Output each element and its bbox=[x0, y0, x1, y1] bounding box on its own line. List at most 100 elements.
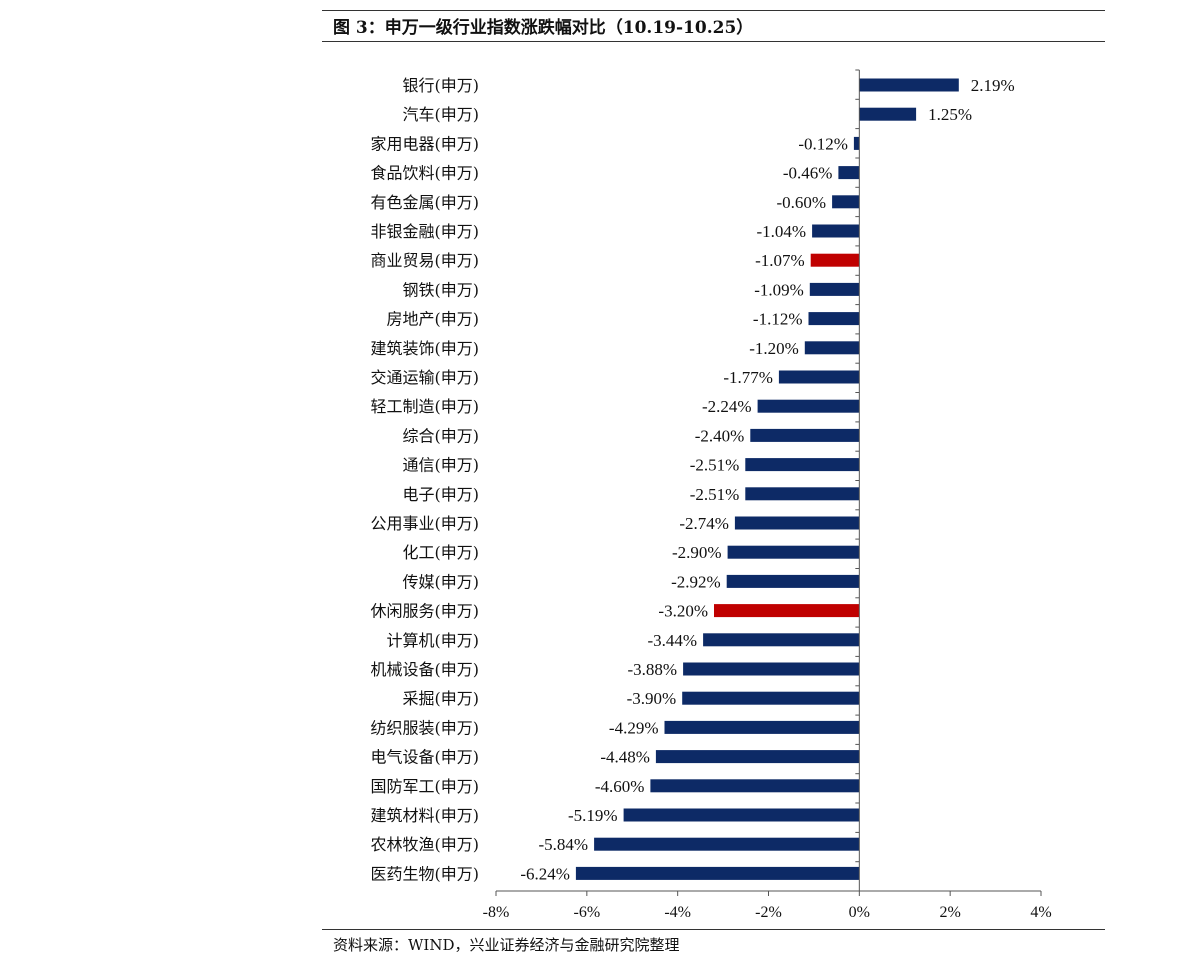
x-tick-label: 0% bbox=[849, 904, 870, 921]
category-label: 建筑装饰(申万) bbox=[371, 339, 480, 358]
category-label: 轻工制造(申万) bbox=[371, 397, 480, 416]
bar-22 bbox=[664, 720, 860, 734]
data-label: -4.60% bbox=[595, 777, 645, 796]
x-tick-label: 2% bbox=[940, 904, 961, 921]
data-label: -5.84% bbox=[539, 835, 589, 854]
category-label: 非银金融(申万) bbox=[371, 222, 480, 241]
category-label: 钢铁(申万) bbox=[403, 280, 480, 299]
data-label: -2.90% bbox=[672, 543, 722, 562]
data-label: -1.12% bbox=[753, 310, 803, 329]
bar-5 bbox=[812, 224, 860, 238]
data-label: -1.20% bbox=[749, 339, 799, 358]
category-label: 采掘(申万) bbox=[403, 689, 480, 708]
category-label: 通信(申万) bbox=[403, 456, 480, 475]
bar-8 bbox=[808, 312, 860, 326]
data-label: -6.24% bbox=[520, 864, 570, 883]
bar-12 bbox=[750, 428, 860, 442]
bar-15 bbox=[734, 516, 860, 530]
category-label: 纺织服装(申万) bbox=[371, 718, 480, 737]
category-label: 交通运输(申万) bbox=[371, 368, 480, 387]
category-label: 传媒(申万) bbox=[403, 572, 480, 591]
data-label: -2.92% bbox=[671, 572, 721, 591]
bar-24 bbox=[650, 779, 860, 793]
data-label: -4.48% bbox=[600, 748, 650, 767]
source-note: 资料来源：WIND，兴业证券经济与金融研究院整理 bbox=[333, 936, 680, 954]
category-label: 商业贸易(申万) bbox=[371, 251, 480, 270]
category-label: 化工(申万) bbox=[403, 543, 480, 562]
bar-10 bbox=[778, 370, 860, 384]
data-label: -1.07% bbox=[755, 251, 805, 270]
data-label: -3.44% bbox=[648, 631, 698, 650]
category-label: 食品饮料(申万) bbox=[371, 164, 480, 183]
x-tick-label: -8% bbox=[483, 904, 510, 921]
bar-26 bbox=[594, 837, 860, 851]
data-label: 2.19% bbox=[971, 76, 1015, 95]
bottom-rule bbox=[322, 929, 1105, 930]
bar-1 bbox=[859, 107, 917, 121]
category-label: 建筑材料(申万) bbox=[371, 806, 480, 825]
category-label: 医药生物(申万) bbox=[371, 864, 480, 883]
data-label: -3.88% bbox=[628, 660, 678, 679]
bar-6 bbox=[810, 253, 860, 267]
bar-27 bbox=[575, 866, 860, 880]
category-label: 房地产(申万) bbox=[387, 310, 480, 329]
top-rule bbox=[322, 10, 1105, 11]
axes bbox=[495, 69, 1042, 896]
bar-21 bbox=[682, 691, 860, 705]
bar-9 bbox=[804, 341, 860, 355]
x-tick-label: 4% bbox=[1030, 904, 1051, 921]
bar-4 bbox=[832, 195, 860, 209]
category-label: 有色金属(申万) bbox=[371, 193, 480, 212]
data-label: -2.51% bbox=[690, 485, 740, 504]
data-label: -0.46% bbox=[783, 164, 833, 183]
category-label: 公用事业(申万) bbox=[371, 514, 480, 533]
bar-7 bbox=[809, 282, 860, 296]
category-label: 电气设备(申万) bbox=[371, 748, 480, 767]
bar-14 bbox=[745, 487, 860, 501]
data-label: -2.51% bbox=[690, 456, 740, 475]
category-label: 机械设备(申万) bbox=[371, 660, 480, 679]
data-label: -0.12% bbox=[798, 134, 848, 153]
category-label: 计算机(申万) bbox=[387, 631, 480, 650]
x-tick-label: -4% bbox=[664, 904, 691, 921]
category-label: 银行(申万) bbox=[403, 76, 480, 95]
category-label: 综合(申万) bbox=[403, 426, 480, 445]
data-label: -2.40% bbox=[695, 426, 745, 445]
x-tick-label: -6% bbox=[574, 904, 601, 921]
labels-layer: 银行(申万) 2.19% 汽车(申万) 1.25% 家用电器(申万) -0.12% 食品饮料… bbox=[371, 76, 1052, 921]
category-label: 国防军工(申万) bbox=[371, 777, 480, 796]
bar-19 bbox=[703, 633, 860, 647]
category-label: 休闲服务(申万) bbox=[371, 602, 480, 621]
bar-13 bbox=[745, 458, 860, 472]
bars-layer bbox=[575, 78, 959, 880]
bar-16 bbox=[727, 545, 860, 559]
data-label: -4.29% bbox=[609, 718, 659, 737]
bar-18 bbox=[714, 604, 860, 618]
data-label: -3.20% bbox=[658, 602, 708, 621]
x-tick-label: -2% bbox=[755, 904, 782, 921]
bar-2 bbox=[853, 136, 860, 150]
data-label: -3.90% bbox=[627, 689, 677, 708]
bar-25 bbox=[623, 808, 860, 822]
data-label: -2.74% bbox=[679, 514, 729, 533]
data-label: 1.25% bbox=[928, 105, 972, 124]
chart-title: 图 3：申万一级行业指数涨跌幅对比（10.19-10.25） bbox=[333, 18, 754, 38]
bar-17 bbox=[726, 574, 860, 588]
bar-3 bbox=[838, 166, 860, 180]
data-label: -1.09% bbox=[754, 280, 804, 299]
data-label: -1.04% bbox=[757, 222, 807, 241]
category-label: 农林牧渔(申万) bbox=[371, 835, 480, 854]
title-rule bbox=[322, 41, 1105, 42]
bar-20 bbox=[683, 662, 860, 676]
data-label: -2.24% bbox=[702, 397, 752, 416]
data-label: -0.60% bbox=[777, 193, 827, 212]
data-label: -1.77% bbox=[723, 368, 773, 387]
bar-0 bbox=[859, 78, 959, 92]
category-label: 汽车(申万) bbox=[403, 105, 480, 124]
bar-23 bbox=[655, 750, 860, 764]
category-label: 电子(申万) bbox=[403, 485, 480, 504]
data-label: -5.19% bbox=[568, 806, 618, 825]
category-label: 家用电器(申万) bbox=[371, 134, 480, 153]
bar-11 bbox=[757, 399, 860, 413]
